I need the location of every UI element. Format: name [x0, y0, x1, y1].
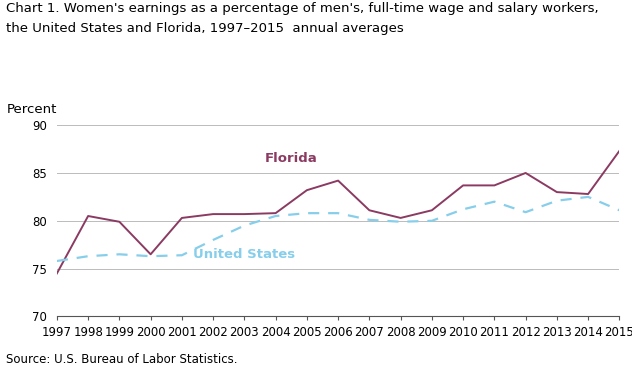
Text: United States: United States — [193, 248, 295, 261]
Text: the United States and Florida, 1997–2015  annual averages: the United States and Florida, 1997–2015… — [6, 22, 404, 35]
Text: Florida: Florida — [265, 152, 318, 165]
Text: Chart 1. Women's earnings as a percentage of men's, full-time wage and salary wo: Chart 1. Women's earnings as a percentag… — [6, 2, 599, 15]
Text: Percent: Percent — [6, 103, 57, 116]
Text: Source: U.S. Bureau of Labor Statistics.: Source: U.S. Bureau of Labor Statistics. — [6, 353, 238, 366]
